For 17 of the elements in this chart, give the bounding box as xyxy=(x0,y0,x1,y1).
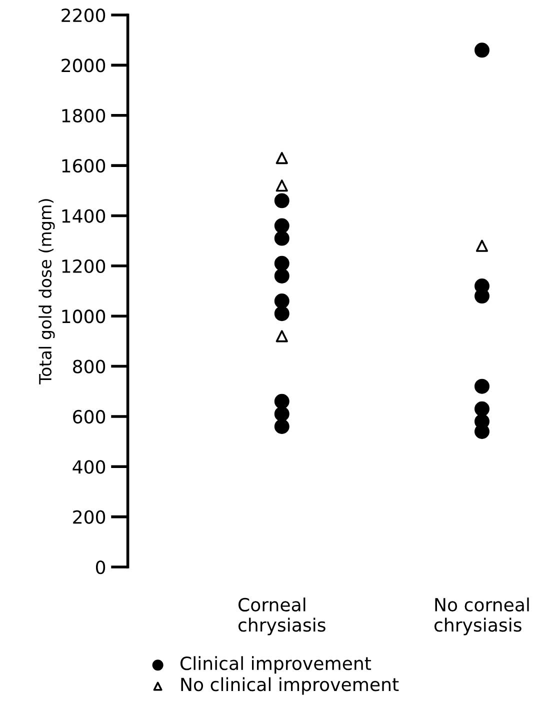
y-tick-label: 400 xyxy=(72,460,106,474)
x-tick-label: No corneal chrysiasis xyxy=(434,598,529,636)
y-tick-label: 1000 xyxy=(62,310,106,324)
y-tick-label: 0 xyxy=(96,560,106,574)
y-tick-label: 600 xyxy=(73,410,106,424)
y-tick-label: 1400 xyxy=(62,209,106,223)
y-tick-label: 2000 xyxy=(62,58,106,72)
y-tick-label: 1600 xyxy=(62,159,106,173)
y-tick-label: 200 xyxy=(73,510,106,524)
legend-label: Clinical improvement xyxy=(180,656,372,674)
y-tick-label: 1800 xyxy=(62,108,106,122)
y-tick-label: 800 xyxy=(73,360,106,374)
y-tick-label: 2200 xyxy=(62,8,106,22)
y-tick-label: 1200 xyxy=(62,259,106,274)
x-tick-label: Corneal chrysiasis xyxy=(238,598,326,636)
y-axis-title: Total gold dose (mgm) xyxy=(38,199,55,384)
legend-label: No clinical improvement xyxy=(181,677,399,695)
